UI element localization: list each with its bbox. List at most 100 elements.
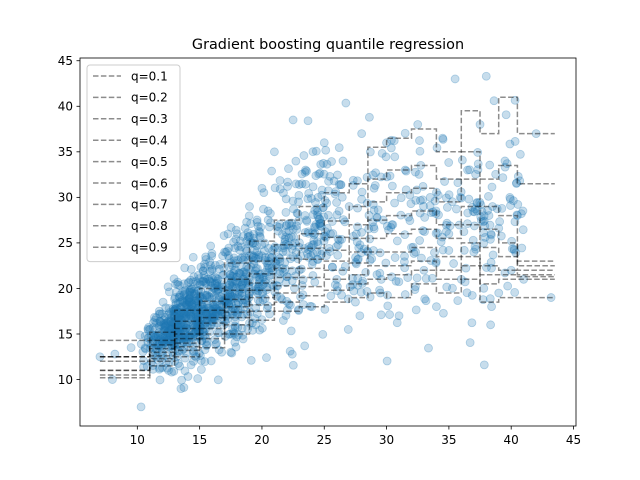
scatter-point	[353, 255, 362, 264]
scatter-point	[225, 270, 235, 280]
scatter-point	[198, 266, 208, 276]
scatter-point	[357, 129, 367, 139]
scatter-point	[362, 246, 372, 256]
scatter-point	[170, 333, 180, 343]
scatter-point	[260, 252, 270, 262]
scatter-point	[165, 329, 175, 338]
scatter-point	[186, 285, 196, 295]
scatter-point	[198, 313, 208, 323]
scatter-point	[418, 181, 428, 191]
scatter-point	[208, 306, 218, 316]
scatter-point	[297, 179, 307, 189]
scatter-point	[231, 225, 241, 235]
scatter-point	[427, 273, 437, 283]
scatter-point	[180, 366, 190, 376]
scatter-point	[193, 316, 203, 325]
scatter-point	[415, 236, 425, 245]
scatter-point	[183, 318, 193, 328]
scatter-point	[241, 269, 251, 279]
scatter-point	[270, 242, 280, 252]
scatter-point	[313, 239, 323, 249]
scatter-point	[286, 232, 296, 242]
scatter-point	[171, 315, 181, 325]
scatter-point	[185, 287, 195, 297]
scatter-point	[388, 220, 398, 230]
scatter-point	[199, 304, 209, 314]
scatter-point	[195, 326, 205, 336]
scatter-point	[171, 306, 181, 316]
scatter-point	[486, 257, 496, 267]
scatter-point	[194, 274, 204, 283]
scatter-point	[223, 229, 233, 239]
scatter-point	[449, 259, 459, 268]
scatter-point	[242, 268, 251, 278]
scatter-point	[332, 198, 341, 207]
y-tick-label: 30	[58, 191, 73, 205]
scatter-point	[171, 304, 181, 313]
scatter-point	[199, 316, 209, 326]
scatter-point	[515, 149, 525, 159]
scatter-point	[218, 295, 228, 305]
scatter-point	[312, 204, 322, 213]
scatter-point	[239, 274, 248, 284]
scatter-point	[268, 266, 278, 276]
scatter-point	[369, 224, 379, 234]
scatter-point	[147, 357, 156, 367]
scatter-point	[390, 253, 400, 262]
scatter-point	[201, 255, 211, 264]
scatter-point	[465, 165, 475, 175]
scatter-point	[173, 328, 183, 338]
scatter-point	[240, 295, 250, 304]
scatter-point	[327, 157, 336, 166]
scatter-point	[182, 299, 192, 309]
scatter-point	[334, 143, 344, 153]
scatter-point	[410, 282, 420, 292]
scatter-point	[254, 250, 264, 260]
scatter-point	[184, 277, 194, 287]
scatter-point	[383, 301, 393, 311]
scatter-point	[546, 293, 556, 302]
scatter-point	[239, 267, 249, 277]
scatter-point	[173, 307, 182, 317]
scatter-point	[424, 343, 433, 353]
scatter-point	[351, 258, 361, 267]
scatter-point	[166, 309, 176, 319]
scatter-point	[95, 352, 105, 362]
scatter-point	[263, 301, 273, 311]
scatter-point	[227, 348, 237, 358]
scatter-point	[412, 185, 422, 195]
scatter-point	[502, 159, 512, 169]
scatter-point	[169, 329, 179, 338]
scatter-point	[334, 206, 344, 216]
scatter-point	[287, 218, 297, 228]
scatter-point	[193, 322, 202, 331]
scatter-point	[411, 167, 420, 177]
scatter-point	[237, 280, 247, 290]
scatter-point	[189, 342, 198, 352]
scatter-point	[244, 289, 254, 299]
scatter-point	[220, 309, 230, 319]
scatter-point	[223, 294, 233, 304]
scatter-point	[223, 251, 233, 261]
scatter-point	[235, 289, 244, 299]
scatter-point	[233, 304, 243, 314]
scatter-point	[202, 316, 212, 326]
scatter-point	[400, 251, 409, 261]
scatter-point	[317, 190, 327, 200]
scatter-point	[166, 331, 176, 341]
scatter-point	[363, 247, 373, 257]
scatter-point	[299, 151, 309, 160]
scatter-point	[207, 264, 217, 274]
y-tick-label: 40	[58, 100, 73, 114]
scatter-point	[287, 349, 297, 359]
scatter-point	[208, 313, 218, 323]
scatter-point	[183, 301, 193, 311]
scatter-point	[237, 291, 247, 301]
scatter-point	[172, 328, 182, 337]
scatter-point	[351, 297, 360, 307]
scatter-point	[192, 331, 202, 341]
scatter-point	[222, 314, 232, 324]
scatter-point	[186, 301, 196, 311]
scatter-point	[168, 328, 178, 338]
scatter-point	[175, 333, 184, 343]
